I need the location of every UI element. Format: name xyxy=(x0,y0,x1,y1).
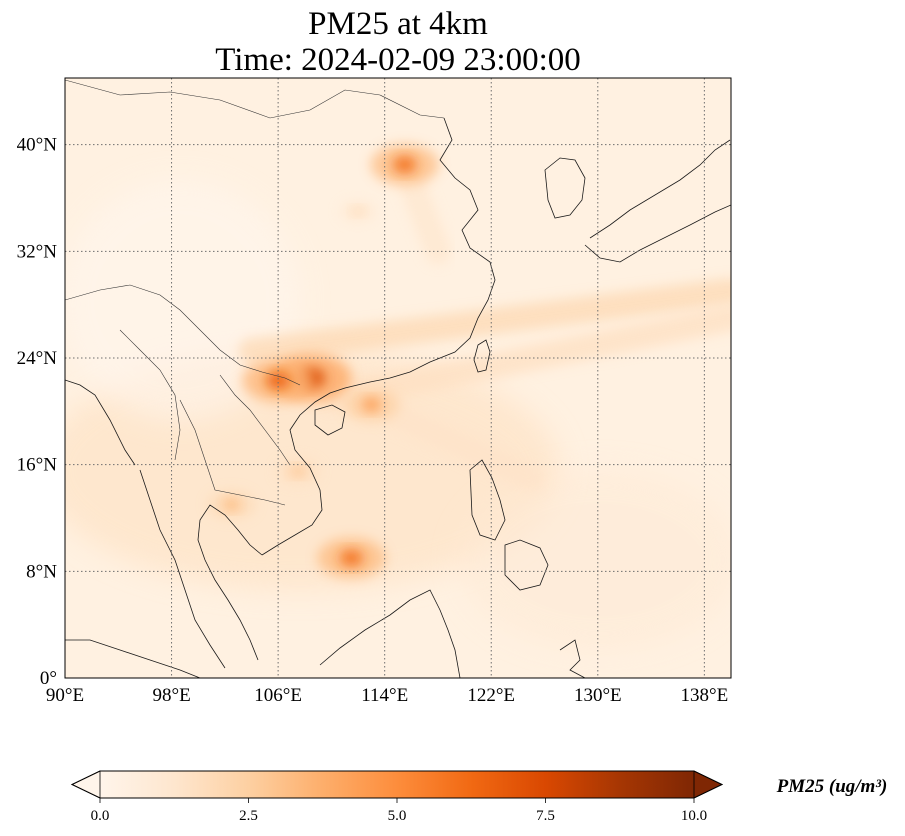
pm25-hotspot xyxy=(290,466,306,477)
lat-tick-label: 40°N xyxy=(17,135,58,156)
coastline-taiwan xyxy=(473,339,491,373)
lon-tick-label: 114°E xyxy=(361,685,408,706)
coastline-indochina xyxy=(197,504,263,661)
colorbar-tick-label: 7.5 xyxy=(536,808,555,824)
coastline-korea xyxy=(544,157,586,219)
pm25-field xyxy=(65,144,731,650)
colorbar-gradient xyxy=(100,771,694,798)
lat-tick-label: 32°N xyxy=(17,241,58,262)
lat-tick-label: 16°N xyxy=(17,455,58,476)
lon-tick-labels: 90°E 98°E 106°E 114°E 122°E 130°E 138°E xyxy=(46,685,728,706)
pm25-hotspot xyxy=(339,550,363,566)
colorbar-label: PM25 (ug/m³) xyxy=(776,776,888,797)
colorbar-tick-label: 5.0 xyxy=(388,808,407,824)
coastline-asia-mainland xyxy=(261,117,496,556)
border-china-south xyxy=(65,284,301,386)
border-mongolia xyxy=(65,79,445,119)
haze-region xyxy=(460,470,731,650)
pm25-hotspot xyxy=(352,207,364,216)
colorbar-extend-high xyxy=(693,770,723,799)
pollution-plume xyxy=(318,305,731,411)
coastline-borneo xyxy=(319,589,461,678)
coastline-sulawesi xyxy=(559,639,586,678)
coastline-india-burma xyxy=(65,379,136,466)
figure-title-line1: PM25 at 4km xyxy=(308,6,488,42)
border-laos-vietnam xyxy=(219,374,291,466)
lat-tick-label: 24°N xyxy=(17,348,58,369)
pollution-plume xyxy=(238,278,731,365)
country-borders xyxy=(65,79,445,506)
colorbar-tick-label: 2.5 xyxy=(239,808,258,824)
lon-tick-label: 106°E xyxy=(254,685,302,706)
haze-region xyxy=(65,180,300,420)
colorbar-extend-low xyxy=(71,770,101,799)
lon-tick-label: 98°E xyxy=(152,685,190,706)
pm25-hotspot xyxy=(266,372,291,390)
border-thai-cambodia xyxy=(179,399,286,506)
coastline-japan-south xyxy=(584,204,731,263)
pm25-hotspot xyxy=(223,499,240,511)
coastline-sumatra xyxy=(65,639,201,678)
map-frame xyxy=(64,77,732,679)
colorbar-tick-label: 0.0 xyxy=(91,808,110,824)
lon-tick-label: 122°E xyxy=(467,685,515,706)
lon-tick-label: 130°E xyxy=(574,685,622,706)
pm25-hotspot xyxy=(362,398,381,412)
colorbar-tick-label: 10.0 xyxy=(681,808,707,824)
lat-tick-label: 8°N xyxy=(26,561,57,582)
pm25-hotspot xyxy=(393,156,417,173)
map-panel: 90°E 98°E 106°E 114°E 122°E 130°E 138°E … xyxy=(17,77,732,706)
coastline-malay xyxy=(139,469,226,669)
coastline-luzon xyxy=(469,459,506,541)
border-myanmar xyxy=(119,329,181,461)
coastline-philippines-south xyxy=(504,539,549,591)
coastline-hainan xyxy=(314,404,346,436)
figure-title-line2: Time: 2024-02-09 23:00:00 xyxy=(215,42,580,78)
lat-tick-label: 0° xyxy=(40,668,57,689)
colorbar-ticks xyxy=(99,798,695,803)
lon-tick-label: 90°E xyxy=(46,685,84,706)
colorbar: 0.0 2.5 5.0 7.5 10.0 PM25 (ug/m³) xyxy=(70,770,888,824)
lat-tick-labels: 0° 8°N 16°N 24°N 32°N 40°N xyxy=(17,135,58,689)
lon-tick-label: 138°E xyxy=(681,685,729,706)
coastlines xyxy=(65,117,731,678)
coastline-japan xyxy=(589,139,731,239)
